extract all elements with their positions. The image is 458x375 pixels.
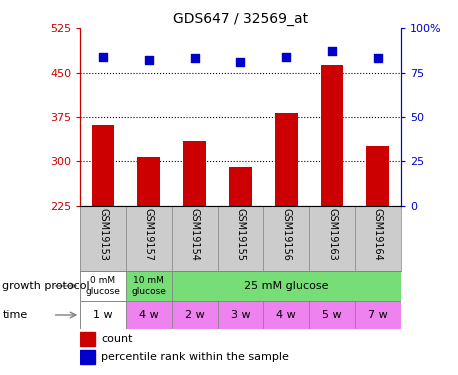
Text: 5 w: 5 w — [322, 310, 342, 320]
Text: 3 w: 3 w — [231, 310, 250, 320]
Text: 4 w: 4 w — [276, 310, 296, 320]
Text: GSM19163: GSM19163 — [327, 208, 337, 261]
Title: GDS647 / 32569_at: GDS647 / 32569_at — [173, 12, 308, 26]
Bar — [355, 301, 401, 329]
Bar — [80, 332, 94, 346]
Point — [99, 54, 107, 60]
Bar — [92, 125, 114, 206]
Point — [283, 54, 290, 60]
Bar — [321, 66, 344, 206]
Bar — [172, 270, 401, 301]
Point — [145, 57, 153, 63]
Bar — [366, 146, 389, 206]
Point — [374, 56, 382, 62]
Text: GSM19153: GSM19153 — [98, 208, 108, 261]
Text: percentile rank within the sample: percentile rank within the sample — [101, 352, 289, 362]
Bar — [172, 301, 218, 329]
Bar — [137, 157, 160, 206]
Bar — [80, 270, 126, 301]
Bar — [126, 301, 172, 329]
Bar — [218, 301, 263, 329]
Text: GSM19164: GSM19164 — [373, 208, 383, 261]
Text: count: count — [101, 334, 132, 344]
Text: 25 mM glucose: 25 mM glucose — [244, 281, 328, 291]
Text: time: time — [2, 310, 27, 320]
Bar — [263, 301, 309, 329]
Bar — [229, 167, 252, 206]
Text: 1 w: 1 w — [93, 310, 113, 320]
Point — [328, 48, 336, 54]
Bar — [309, 301, 355, 329]
Bar — [126, 270, 172, 301]
Text: GSM19157: GSM19157 — [144, 208, 154, 261]
Text: 7 w: 7 w — [368, 310, 388, 320]
Bar — [275, 114, 298, 206]
Text: GSM19156: GSM19156 — [281, 208, 291, 261]
Point — [237, 59, 244, 65]
Text: 0 mM
glucose: 0 mM glucose — [86, 276, 120, 296]
Text: GSM19155: GSM19155 — [235, 208, 245, 261]
Text: growth protocol: growth protocol — [2, 281, 90, 291]
Bar — [80, 301, 126, 329]
Text: GSM19154: GSM19154 — [190, 208, 200, 261]
Bar — [183, 141, 206, 206]
Text: 4 w: 4 w — [139, 310, 159, 320]
Bar — [80, 350, 94, 364]
Text: 2 w: 2 w — [185, 310, 205, 320]
Point — [191, 56, 198, 62]
Text: 10 mM
glucose: 10 mM glucose — [131, 276, 166, 296]
